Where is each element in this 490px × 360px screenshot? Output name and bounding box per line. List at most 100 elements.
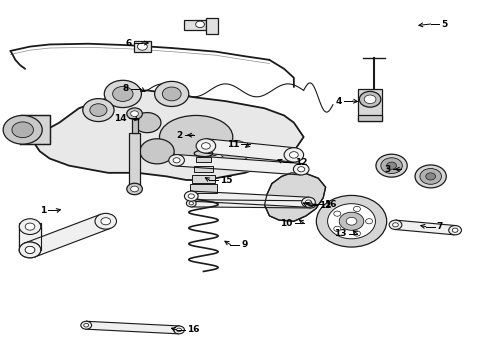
FancyBboxPatch shape <box>358 89 382 121</box>
Text: 6: 6 <box>125 39 132 48</box>
Polygon shape <box>129 134 141 187</box>
Circle shape <box>339 212 364 230</box>
Circle shape <box>201 143 210 149</box>
Polygon shape <box>20 116 49 144</box>
Circle shape <box>173 326 184 334</box>
Circle shape <box>353 206 361 212</box>
Polygon shape <box>176 154 302 175</box>
Text: 4: 4 <box>335 96 342 105</box>
Circle shape <box>83 99 114 122</box>
Circle shape <box>452 228 458 232</box>
Polygon shape <box>25 214 111 257</box>
Circle shape <box>297 167 305 172</box>
Circle shape <box>392 223 398 227</box>
Text: 2: 2 <box>177 131 183 140</box>
Circle shape <box>131 186 139 192</box>
Polygon shape <box>190 184 217 193</box>
Circle shape <box>138 43 147 50</box>
Circle shape <box>328 204 375 239</box>
Polygon shape <box>191 191 309 207</box>
Circle shape <box>426 173 436 180</box>
Circle shape <box>334 211 341 216</box>
Text: 1: 1 <box>40 206 46 215</box>
Circle shape <box>25 223 35 230</box>
Circle shape <box>189 202 194 205</box>
Circle shape <box>290 152 298 158</box>
Text: 16: 16 <box>187 325 200 334</box>
Circle shape <box>176 328 181 332</box>
Text: 12: 12 <box>295 158 307 167</box>
Circle shape <box>3 116 42 144</box>
Circle shape <box>309 203 313 206</box>
Circle shape <box>184 191 198 201</box>
Circle shape <box>188 194 195 198</box>
Circle shape <box>366 219 372 224</box>
Text: 15: 15 <box>220 176 233 185</box>
Circle shape <box>387 162 396 169</box>
Polygon shape <box>358 116 382 121</box>
Text: 14: 14 <box>114 114 127 123</box>
Circle shape <box>19 242 41 258</box>
Text: 3: 3 <box>384 165 391 174</box>
Ellipse shape <box>159 116 233 158</box>
Text: 16: 16 <box>324 200 337 209</box>
Circle shape <box>95 213 117 229</box>
Text: 9: 9 <box>241 240 247 249</box>
Circle shape <box>134 113 161 133</box>
Circle shape <box>420 168 441 184</box>
Circle shape <box>140 139 174 164</box>
Circle shape <box>415 165 446 188</box>
Polygon shape <box>132 116 138 134</box>
Circle shape <box>389 220 402 229</box>
Circle shape <box>155 81 189 107</box>
Circle shape <box>90 104 107 116</box>
Circle shape <box>196 21 204 28</box>
Circle shape <box>449 226 462 235</box>
Polygon shape <box>19 226 41 250</box>
Circle shape <box>19 219 41 234</box>
Polygon shape <box>204 139 295 162</box>
Text: 11: 11 <box>227 140 239 149</box>
Circle shape <box>346 217 357 225</box>
Text: 5: 5 <box>441 19 448 28</box>
Circle shape <box>302 197 316 207</box>
Circle shape <box>101 218 111 225</box>
Text: 7: 7 <box>437 222 443 231</box>
FancyBboxPatch shape <box>134 41 151 52</box>
Circle shape <box>359 91 381 107</box>
Polygon shape <box>191 200 311 208</box>
Circle shape <box>306 201 316 208</box>
Text: 13: 13 <box>334 229 346 238</box>
Circle shape <box>127 183 143 195</box>
Circle shape <box>12 122 33 138</box>
Circle shape <box>353 231 361 236</box>
Text: 10: 10 <box>280 219 293 228</box>
Polygon shape <box>86 321 179 334</box>
Polygon shape <box>196 157 211 162</box>
Circle shape <box>81 321 92 329</box>
Circle shape <box>284 148 304 162</box>
Text: 8: 8 <box>123 84 129 93</box>
Ellipse shape <box>194 150 213 157</box>
Circle shape <box>186 200 196 207</box>
Polygon shape <box>265 173 326 221</box>
Circle shape <box>305 200 312 204</box>
Polygon shape <box>35 90 304 180</box>
Circle shape <box>169 154 184 166</box>
Circle shape <box>25 246 35 253</box>
Circle shape <box>334 226 341 231</box>
Circle shape <box>294 163 309 175</box>
Circle shape <box>376 154 407 177</box>
Circle shape <box>127 108 143 120</box>
Circle shape <box>381 158 402 174</box>
Circle shape <box>162 87 181 101</box>
Circle shape <box>317 195 387 247</box>
FancyBboxPatch shape <box>184 20 206 30</box>
Circle shape <box>104 80 142 108</box>
Circle shape <box>113 86 133 102</box>
FancyBboxPatch shape <box>206 18 218 34</box>
Circle shape <box>196 139 216 153</box>
Circle shape <box>364 95 376 104</box>
Circle shape <box>173 158 180 163</box>
Polygon shape <box>395 220 456 235</box>
